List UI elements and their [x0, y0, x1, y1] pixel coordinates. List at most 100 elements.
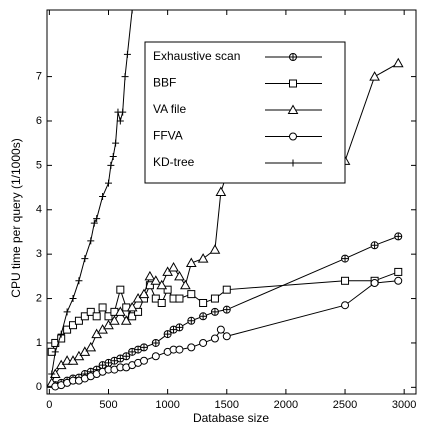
- marker: [74, 316, 83, 325]
- marker-plus: [69, 295, 77, 303]
- marker: [163, 285, 172, 294]
- marker-cross: [289, 53, 297, 61]
- marker: [341, 276, 350, 285]
- plot-frame: [46, 9, 417, 395]
- marker: [151, 338, 160, 347]
- marker-triangle: [174, 270, 185, 281]
- marker-circle: [187, 343, 196, 352]
- legend-label: FFVA: [153, 129, 183, 143]
- marker: [209, 244, 221, 254]
- marker-circle: [370, 279, 379, 288]
- marker: [63, 325, 72, 334]
- marker-cross: [394, 232, 402, 240]
- marker-plus: [107, 161, 115, 169]
- marker: [51, 348, 59, 356]
- marker: [98, 303, 107, 312]
- marker-triangle: [215, 186, 227, 197]
- marker-square: [51, 338, 60, 347]
- marker: [122, 352, 131, 361]
- marker-square: [98, 303, 107, 312]
- marker: [63, 308, 71, 316]
- legend-label: VA file: [153, 102, 186, 116]
- marker: [116, 354, 125, 363]
- marker: [394, 276, 403, 285]
- marker-square: [151, 294, 160, 303]
- y-tick-label: 3: [36, 248, 42, 260]
- marker: [168, 261, 179, 272]
- marker: [210, 294, 219, 303]
- marker: [126, 301, 138, 312]
- marker-triangle: [185, 257, 197, 268]
- y-tick-label: 6: [36, 115, 42, 127]
- marker-square: [86, 307, 95, 316]
- marker-triangle: [85, 341, 97, 352]
- marker: [175, 294, 184, 303]
- marker: [175, 345, 184, 354]
- marker-plus: [63, 308, 71, 316]
- marker-triangle: [369, 71, 380, 81]
- marker: [394, 267, 403, 276]
- marker: [341, 254, 350, 263]
- marker: [185, 257, 197, 268]
- marker-circle: [210, 334, 219, 343]
- legend-label: KD-tree: [153, 155, 195, 169]
- y-tick-label: 0: [36, 381, 42, 393]
- marker-cross: [187, 317, 195, 325]
- marker-plus: [87, 237, 95, 245]
- marker: [370, 241, 379, 250]
- legend: Exhaustive scan BBF VA file FFVA KD-tree: [144, 41, 346, 184]
- marker: [80, 312, 89, 321]
- marker: [114, 306, 126, 316]
- y-axis-label: CPU time per query (1/1000s): [9, 138, 23, 297]
- marker-square: [69, 321, 78, 330]
- marker-cross: [152, 339, 160, 347]
- marker: [86, 307, 95, 316]
- marker-square: [199, 298, 208, 307]
- marker: [210, 307, 219, 316]
- marker: [119, 108, 127, 116]
- marker-cross: [211, 308, 219, 316]
- marker-plus: [75, 277, 83, 285]
- marker-plus: [116, 117, 124, 125]
- marker: [156, 279, 168, 290]
- y-tick-label: 1: [36, 337, 42, 349]
- marker-plus: [48, 370, 56, 378]
- marker-plus: [81, 255, 89, 263]
- marker-triangle: [156, 279, 168, 290]
- marker-square: [134, 307, 143, 316]
- marker-square: [92, 312, 101, 321]
- marker: [104, 358, 113, 367]
- marker-square: [394, 267, 403, 276]
- marker-square: [74, 316, 83, 325]
- marker: [197, 253, 209, 263]
- marker: [210, 334, 219, 343]
- marker: [92, 312, 101, 321]
- marker: [199, 338, 208, 347]
- x-tick-label: 1000: [155, 399, 179, 411]
- marker-square: [163, 285, 172, 294]
- marker-square: [210, 294, 219, 303]
- marker: [144, 270, 156, 281]
- marker: [370, 279, 379, 288]
- marker: [69, 295, 77, 303]
- marker-plus: [119, 108, 127, 116]
- marker: [57, 330, 65, 338]
- marker-cross: [341, 255, 349, 263]
- marker: [109, 315, 120, 325]
- marker-cross: [175, 323, 183, 331]
- legend-label: Exhaustive scan: [153, 49, 240, 63]
- marker-cross: [99, 361, 107, 369]
- marker: [48, 370, 56, 378]
- marker-plus: [123, 50, 131, 58]
- marker-cross: [116, 354, 124, 362]
- marker-circle: [175, 345, 184, 354]
- marker-square: [145, 281, 154, 290]
- marker-plus: [51, 348, 59, 356]
- marker: [222, 332, 231, 341]
- marker-square: [289, 79, 297, 88]
- marker-square: [63, 325, 72, 334]
- marker-plus: [90, 219, 98, 227]
- marker: [150, 275, 162, 285]
- marker-triangle: [120, 315, 132, 325]
- marker-cross: [170, 326, 178, 334]
